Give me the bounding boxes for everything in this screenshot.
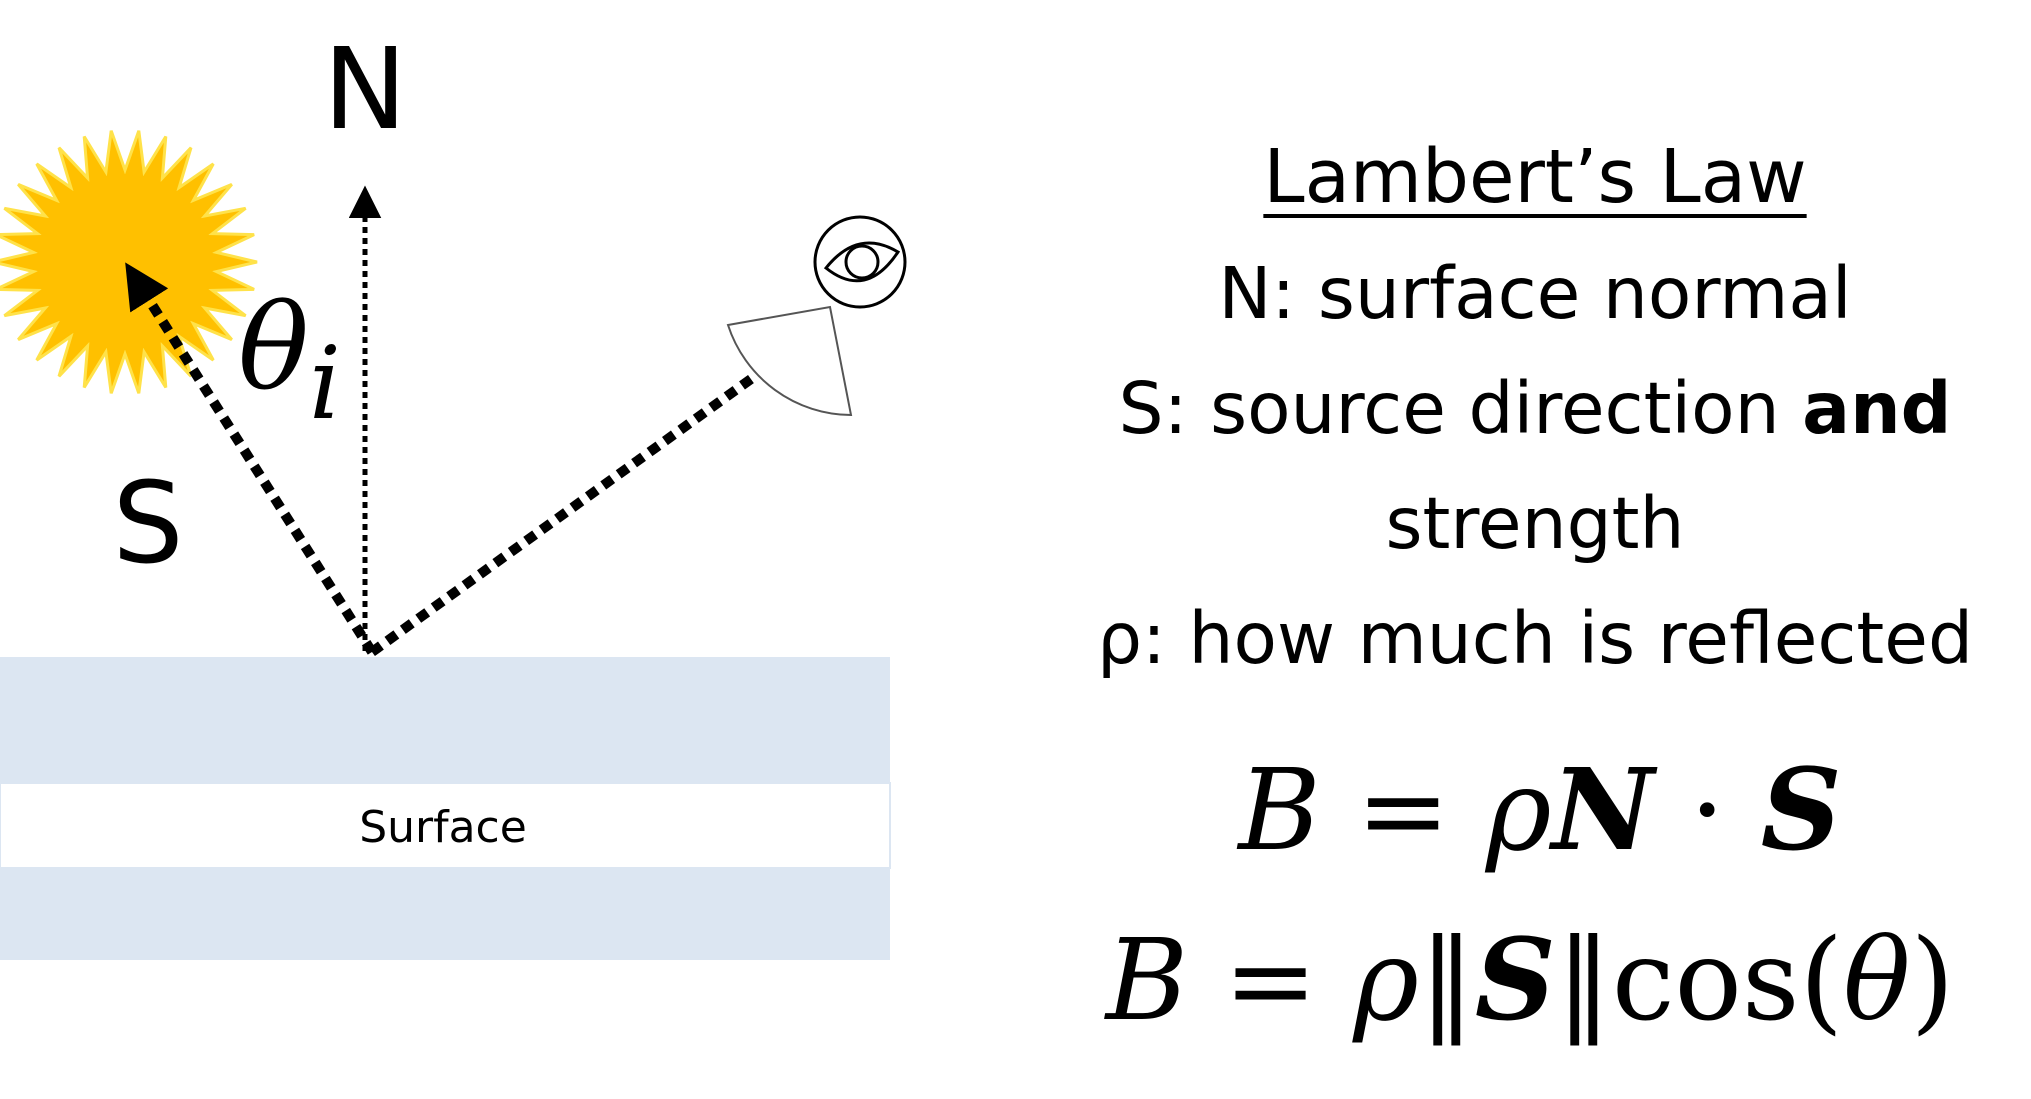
- sun-icon: [0, 130, 258, 394]
- source-definition-bold: and: [1802, 367, 1952, 450]
- view-arrow: [369, 319, 834, 657]
- angle-symbol: θ: [238, 278, 309, 416]
- angle-subscript: i: [309, 325, 341, 442]
- text-panel: Lambert’s Law N: surface normal S: sourc…: [1045, 118, 2025, 696]
- line-rho-definition: ρ: how much is reflected: [1045, 581, 2025, 696]
- angle-label: θi: [238, 278, 341, 442]
- eq2-norm-open: ‖: [1418, 916, 1475, 1046]
- eq1-n: N: [1551, 745, 1654, 876]
- normal-label: N: [323, 25, 407, 155]
- eq2-s: S: [1474, 915, 1556, 1046]
- viewing-cone-icon: [726, 305, 853, 417]
- eq2-close: ): [1910, 916, 1955, 1046]
- rho-definition-text: ρ: how much is reflected: [1096, 597, 1974, 680]
- eq2-norm-close: ‖: [1555, 916, 1612, 1046]
- source-label: S: [112, 459, 183, 589]
- title-text: Lambert’s Law: [1263, 134, 1807, 220]
- eq2-b: B: [1105, 916, 1189, 1046]
- sun-core: [37, 174, 213, 350]
- line-source-definition: S: source direction and: [1045, 351, 2025, 466]
- eq1-s: S: [1760, 745, 1842, 876]
- eye-icon: [813, 215, 907, 309]
- surface-band-top: [0, 657, 890, 783]
- equation-dot-product: B = ρN · S: [1150, 745, 1930, 876]
- eq2-cos: cos(: [1611, 916, 1844, 1046]
- eq2-theta: θ: [1843, 916, 1911, 1046]
- source-definition-continued-text: strength: [1385, 482, 1685, 565]
- eq1-b: B: [1238, 746, 1321, 876]
- normal-definition-text: N: surface normal: [1218, 252, 1852, 335]
- eq2-rho: ρ: [1353, 916, 1419, 1046]
- source-definition-text: S: source direction: [1118, 367, 1803, 450]
- surface-band-bottom: [0, 868, 890, 960]
- equation-cosine: B = ρ‖S‖cos(θ): [1060, 915, 2000, 1046]
- line-normal-definition: N: surface normal: [1045, 236, 2025, 351]
- surface-label: Surface: [359, 802, 527, 853]
- eq1-dot: ·: [1653, 746, 1761, 876]
- line-source-definition-continued: strength: [1045, 466, 2025, 581]
- surface: Surface: [0, 657, 891, 960]
- surface-label-box: [0, 782, 891, 869]
- eq2-equals: =: [1188, 916, 1354, 1046]
- eq1-equals: =: [1320, 746, 1486, 876]
- title-lamberts-law: Lambert’s Law: [1045, 118, 2025, 236]
- eq1-rho: ρ: [1485, 746, 1552, 876]
